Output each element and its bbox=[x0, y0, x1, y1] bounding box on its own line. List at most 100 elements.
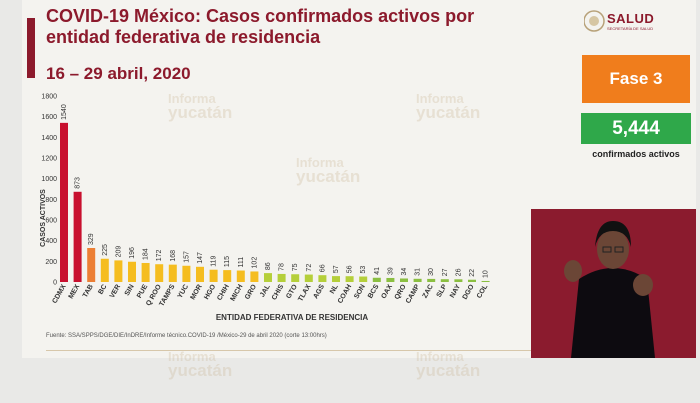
bar-value-label: 75 bbox=[292, 263, 299, 271]
y-tick-label: 800 bbox=[45, 197, 57, 204]
seal-icon bbox=[584, 10, 605, 32]
y-tick-label: 1000 bbox=[41, 176, 57, 183]
bar-value-label: 72 bbox=[306, 264, 313, 272]
x-tick-label: VER bbox=[109, 284, 122, 300]
source-note: Fuente: SSA/SPPS/DGE/DIE/InDRE/Informe t… bbox=[46, 333, 327, 339]
bar bbox=[345, 276, 354, 282]
bar-value-label: 115 bbox=[224, 256, 231, 267]
x-tick-label: MEX bbox=[68, 283, 82, 300]
x-axis-label: ENTIDAD FEDERATIVA DE RESIDENCIA bbox=[216, 313, 369, 322]
divider bbox=[46, 350, 536, 351]
bar bbox=[440, 279, 449, 282]
bar-value-label: 53 bbox=[360, 266, 367, 274]
bar-value-label: 31 bbox=[415, 268, 422, 276]
bar-value-label: 10 bbox=[483, 270, 490, 278]
confirmed-label: confirmados activos bbox=[592, 149, 680, 159]
x-tick-label: ZAC bbox=[422, 284, 435, 300]
bar bbox=[454, 279, 463, 282]
bar bbox=[400, 278, 408, 282]
bar-value-label: 225 bbox=[102, 244, 109, 256]
bar bbox=[100, 258, 109, 282]
x-tick-label: COAH bbox=[337, 284, 353, 305]
x-tick-label: SON bbox=[353, 284, 367, 301]
bar bbox=[264, 273, 272, 282]
bar bbox=[209, 269, 218, 282]
bar-value-label: 1540 bbox=[61, 104, 68, 120]
x-tick-label: GTO bbox=[285, 283, 299, 300]
bar-value-label: 873 bbox=[75, 177, 82, 189]
bar-value-label: 147 bbox=[197, 252, 204, 264]
bar bbox=[468, 279, 476, 282]
bar bbox=[481, 280, 490, 282]
x-tick-label: CHIS bbox=[271, 283, 286, 301]
y-axis-label: CASOS ACTIVOS bbox=[40, 189, 47, 247]
x-tick-label: PUE bbox=[136, 283, 149, 299]
bar-value-label: 119 bbox=[211, 255, 218, 266]
bars bbox=[60, 122, 490, 282]
bar bbox=[427, 278, 436, 282]
bar bbox=[196, 266, 204, 282]
y-tick-label: 1600 bbox=[41, 114, 57, 121]
bar bbox=[372, 277, 381, 282]
x-tick-label: NAY bbox=[449, 283, 462, 299]
confirmed-count: 5,444 bbox=[581, 113, 691, 144]
salud-logo bbox=[584, 10, 605, 32]
bar-value-label: 78 bbox=[279, 263, 286, 271]
x-tick-label: OAX bbox=[380, 283, 394, 300]
x-tick-label: MICH bbox=[230, 284, 245, 303]
bar-value-label: 30 bbox=[428, 268, 435, 276]
bar bbox=[114, 260, 123, 282]
bar bbox=[304, 274, 313, 282]
x-tick-label: YUC bbox=[177, 284, 190, 300]
bar-value-label: 209 bbox=[115, 246, 122, 258]
x-tick-label: BC bbox=[97, 284, 108, 296]
bar bbox=[332, 276, 340, 282]
bar bbox=[87, 248, 96, 282]
bar-value-label: 39 bbox=[387, 267, 394, 275]
date-range: 16 – 29 abril, 2020 bbox=[46, 64, 191, 83]
bar bbox=[236, 270, 245, 282]
logo-subtext: SECRETARÍA DE SALUD bbox=[607, 26, 654, 31]
bar-value-label: 111 bbox=[238, 257, 245, 268]
bar-value-label: 168 bbox=[170, 250, 177, 262]
x-tick-label: NL bbox=[329, 283, 340, 295]
bar bbox=[277, 273, 286, 282]
x-tick-label: TAB bbox=[82, 284, 95, 300]
bar-value-label: 184 bbox=[143, 248, 150, 260]
bar-value-label: 157 bbox=[183, 251, 190, 263]
bar bbox=[128, 261, 136, 282]
x-tick-label: GRO bbox=[244, 283, 258, 301]
bar-value-label: 22 bbox=[469, 269, 476, 277]
page-title: COVID-19 México: Casos confirmados activ… bbox=[46, 6, 475, 47]
bar bbox=[155, 264, 164, 282]
bar bbox=[413, 278, 422, 282]
bar bbox=[141, 262, 150, 282]
bar-value-label: 102 bbox=[251, 257, 258, 269]
x-tick-label: BCS bbox=[367, 283, 381, 300]
bar-value-label: 86 bbox=[265, 262, 272, 270]
logo-text: SALUD bbox=[607, 11, 655, 26]
bar-value-label: 196 bbox=[129, 247, 136, 259]
value-labels: 1540 873 329 225 209 196 184 172 168 157 147 119 115… bbox=[61, 104, 490, 278]
y-axis: 0 200 400 600 800 1000 1200 1400 1600 1800 bbox=[41, 94, 57, 287]
bar-value-label: 26 bbox=[455, 268, 462, 276]
bar-value-label: 34 bbox=[401, 268, 408, 276]
sign-language-interpreter bbox=[531, 209, 696, 358]
bar bbox=[223, 270, 232, 282]
x-tick-label: CAMP bbox=[405, 283, 422, 305]
bar-value-label: 27 bbox=[442, 268, 449, 276]
y-tick-label: 200 bbox=[45, 259, 57, 266]
bar bbox=[386, 277, 395, 282]
x-tick-label: TLAX bbox=[297, 283, 312, 303]
y-tick-label: 400 bbox=[45, 238, 57, 245]
bar-value-label: 57 bbox=[333, 265, 340, 273]
y-tick-label: 1400 bbox=[41, 135, 57, 142]
title-accent-bar bbox=[27, 18, 35, 78]
x-tick-label: JAL bbox=[259, 283, 272, 299]
bar-value-label: 56 bbox=[347, 265, 354, 273]
x-tick-label: COL bbox=[476, 283, 490, 300]
bar bbox=[182, 265, 191, 282]
y-tick-label: 600 bbox=[45, 218, 57, 225]
x-tick-label: AGS bbox=[312, 283, 326, 300]
